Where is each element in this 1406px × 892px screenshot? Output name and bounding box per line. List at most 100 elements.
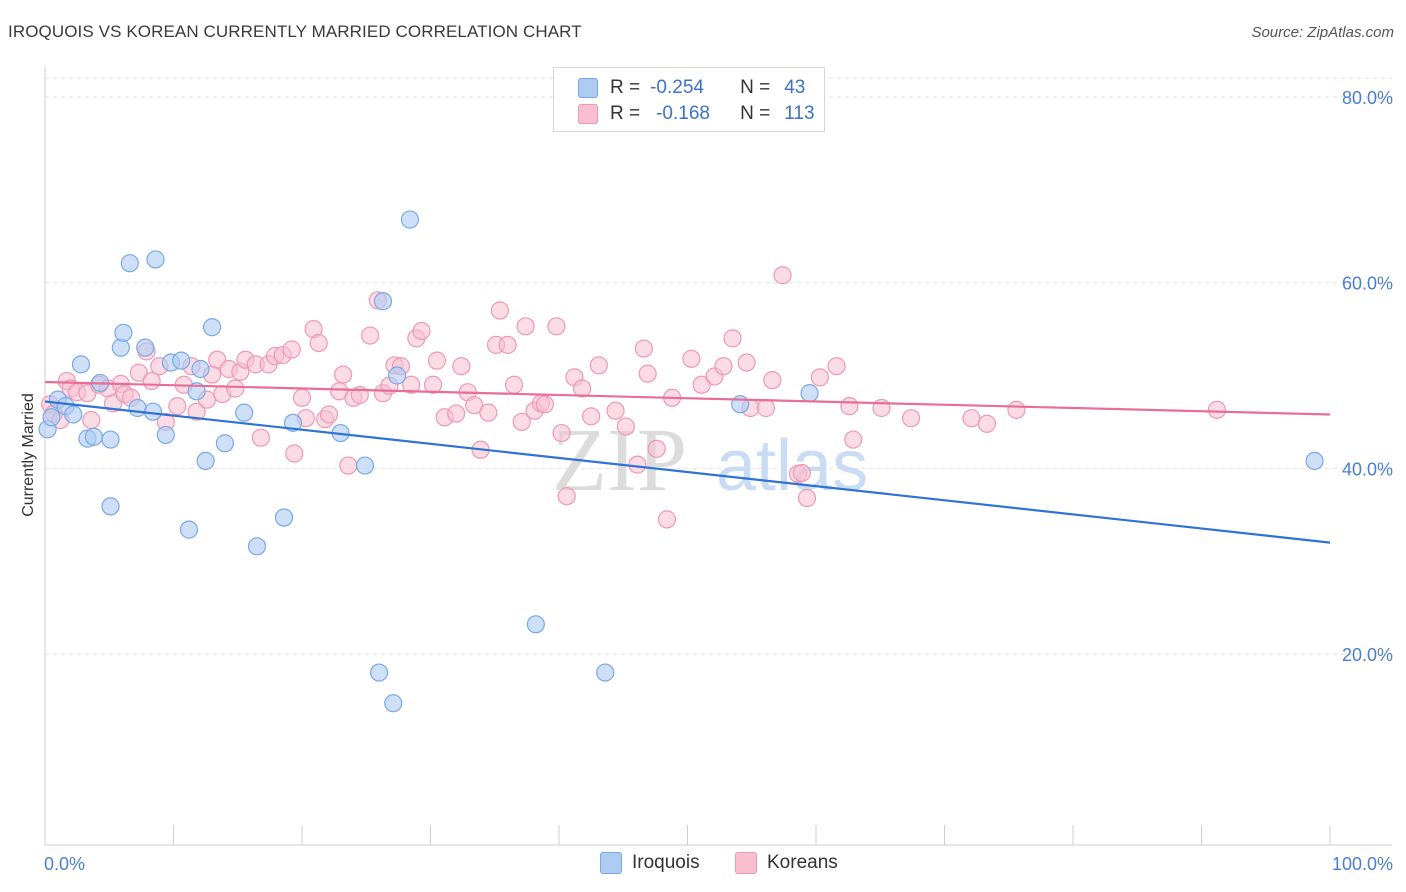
y-tick-label: 80.0% (1342, 88, 1393, 108)
iroquois-point (101, 430, 120, 449)
korean-point (756, 398, 775, 418)
iroquois-point (400, 210, 420, 229)
iroquois-point (172, 351, 191, 370)
korean-point (810, 368, 829, 387)
iroquois-point (274, 508, 294, 527)
iroquois-swatch (578, 78, 598, 98)
korean-point (187, 402, 206, 421)
iroquois-point (191, 359, 210, 379)
iroquois-point (114, 323, 133, 342)
korean-point (479, 403, 498, 422)
x-tick-label: 0.0% (44, 854, 85, 874)
iroquois-point (84, 427, 103, 446)
korean-point (129, 363, 148, 382)
korean-point (334, 365, 353, 384)
korean-point (792, 463, 811, 483)
legend-item-koreans: Koreans (735, 852, 838, 874)
korean-point (606, 401, 625, 420)
korean-point (552, 423, 571, 443)
korean-point (582, 407, 601, 426)
x-tick-label: 100.0% (1332, 854, 1393, 874)
iroquois-swatch (600, 852, 622, 874)
korean-point (763, 371, 782, 390)
korean-point (901, 409, 921, 428)
iroquois-point (235, 403, 254, 422)
korean-point (977, 414, 997, 433)
korean-point (168, 397, 187, 416)
iroquois-point (136, 338, 155, 357)
korean-point (402, 375, 421, 394)
korean-point (361, 326, 380, 345)
korean-point (682, 349, 701, 368)
y-tick-label: 40.0% (1342, 459, 1393, 479)
korean-point (714, 357, 733, 376)
korean-point (797, 488, 817, 508)
korean-point (723, 329, 742, 348)
iroquois-point (247, 537, 267, 556)
korean-point (634, 339, 653, 358)
korean-point (628, 455, 647, 474)
korean-point (504, 375, 524, 394)
watermark-atlas: atlas (716, 426, 868, 506)
korean-point (292, 388, 312, 407)
korean-point (452, 357, 471, 376)
iroquois-point (202, 318, 222, 337)
iroquois-point (111, 338, 130, 357)
y-axis-label: Currently Married (20, 393, 37, 517)
tick-labels: 20.0% 40.0% 60.0% 80.0% 0.0% 100.0% (44, 88, 1393, 874)
iroquois-trend-line (44, 400, 1331, 544)
y-tick-label: 60.0% (1342, 274, 1393, 294)
legend-label-iroquois: Iroquois (632, 852, 700, 873)
korean-point (498, 335, 517, 354)
korean-point (447, 404, 466, 423)
korean-point (412, 321, 431, 341)
iroquois-point (373, 292, 393, 311)
korean-point (638, 364, 657, 383)
korean-point (309, 333, 328, 353)
iroquois-point (800, 384, 819, 403)
iroquois-point (596, 663, 615, 682)
iroquois-point (179, 520, 199, 539)
chart-title: IROQUOIS VS KOREAN CURRENTLY MARRIED COR… (8, 22, 582, 41)
iroquois-point (64, 405, 83, 424)
r-value: -0.254 (650, 77, 704, 98)
n-label: N = (740, 103, 771, 124)
korean-point (773, 266, 792, 285)
korean-point (251, 428, 270, 447)
legend-item-iroquois: Iroquois (600, 852, 700, 874)
korean-point (589, 356, 608, 375)
korean-point (427, 351, 447, 370)
r-label: R = (610, 77, 641, 98)
iroquois-point (71, 355, 91, 374)
korean-point (547, 317, 566, 336)
iroquois-point (42, 408, 61, 427)
korean-point (692, 375, 711, 394)
korean-point (82, 410, 101, 430)
axes (44, 66, 1392, 846)
n-label: N = (740, 77, 771, 98)
korean-point (647, 439, 666, 458)
iroquois-point (283, 413, 303, 432)
n-value: 113 (784, 103, 815, 124)
source-label: Source: ZipAtlas.com (1251, 24, 1394, 41)
korean-point (840, 397, 859, 416)
iroquois-point (1305, 451, 1324, 471)
iroquois-point (156, 425, 175, 445)
trend-lines (44, 380, 1331, 544)
koreans-trend-line (44, 380, 1331, 416)
legend-row-iroquois: R = -0.254 N = 43 (578, 76, 805, 100)
r-label: R = (610, 103, 641, 124)
iroquois-points (38, 210, 1324, 713)
iroquois-point (146, 250, 165, 269)
iroquois-point (355, 456, 375, 475)
korean-point (844, 430, 863, 449)
korean-point (1007, 400, 1026, 419)
iroquois-point (215, 434, 234, 453)
iroquois-point (526, 615, 545, 634)
r-value: -0.168 (656, 103, 710, 124)
iroquois-point (387, 366, 407, 385)
korean-point (319, 405, 339, 424)
iroquois-point (101, 497, 120, 516)
korean-point (557, 487, 576, 506)
